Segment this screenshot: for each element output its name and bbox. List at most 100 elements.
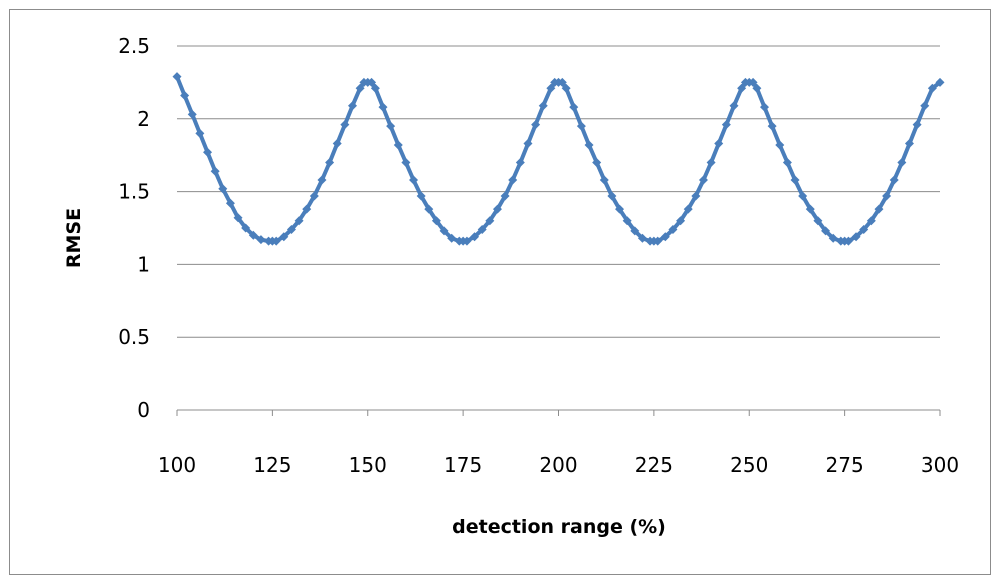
data-point <box>355 83 365 93</box>
data-point <box>859 224 869 234</box>
data-point <box>729 101 739 111</box>
data-point <box>828 233 838 243</box>
data-point <box>492 204 502 214</box>
series-line <box>175 75 942 244</box>
y-tick-label: 2 <box>137 107 150 131</box>
data-point <box>332 139 342 149</box>
x-tick-label: 175 <box>444 453 482 477</box>
data-point <box>409 175 419 185</box>
data-point <box>912 120 922 130</box>
chart-area <box>9 9 991 575</box>
y-tick-label: 1.5 <box>118 180 150 204</box>
data-point <box>294 216 304 226</box>
data-point <box>874 204 884 214</box>
data-point <box>462 236 472 246</box>
data-point <box>248 230 258 240</box>
data-point <box>470 232 480 242</box>
data-point <box>393 140 403 150</box>
data-point <box>920 101 930 111</box>
data-point <box>851 232 861 242</box>
data-point <box>767 121 777 131</box>
data-point <box>309 191 319 201</box>
data-point <box>218 184 228 194</box>
data-point <box>935 77 945 87</box>
data-point <box>424 204 434 214</box>
data-point <box>447 233 457 243</box>
y-tick-label: 2.5 <box>118 34 150 58</box>
data-point <box>889 175 899 185</box>
data-point <box>805 204 815 214</box>
data-point <box>782 157 792 167</box>
data-point <box>286 224 296 234</box>
data-point <box>569 102 579 112</box>
data-point <box>576 121 586 131</box>
x-tick-label: 125 <box>253 453 291 477</box>
data-point <box>477 224 487 234</box>
grid-lines <box>177 45 940 338</box>
data-point <box>195 128 205 138</box>
y-tick-label: 0 <box>137 398 150 422</box>
data-point <box>500 191 510 201</box>
data-point <box>531 120 541 130</box>
data-point <box>515 157 525 167</box>
data-point <box>721 120 731 130</box>
data-point <box>203 147 213 157</box>
data-point <box>401 157 411 167</box>
data-point <box>386 121 396 131</box>
data-point <box>378 102 388 112</box>
data-point <box>798 191 808 201</box>
tick-labels: 0 0.5 1 1.5 2 2.5 100 125 150 175 200 225 250 275 300 <box>118 34 959 477</box>
data-point <box>683 204 693 214</box>
x-tick-label: 275 <box>826 453 864 477</box>
data-point <box>561 83 571 93</box>
axes <box>176 409 941 416</box>
data-point <box>897 157 907 167</box>
data-point <box>813 216 823 226</box>
data-point <box>630 226 640 236</box>
data-point <box>347 101 357 111</box>
data-point <box>279 232 289 242</box>
data-point <box>668 224 678 234</box>
data-point <box>737 83 747 93</box>
data-point <box>439 226 449 236</box>
data-point <box>241 223 251 233</box>
x-axis-title: detection range (%) <box>452 516 666 538</box>
data-point <box>370 83 380 93</box>
data-point <box>538 101 548 111</box>
data-point <box>340 120 350 130</box>
data-point <box>584 140 594 150</box>
data-point <box>760 102 770 112</box>
x-tick-label: 200 <box>539 453 577 477</box>
data-point <box>904 139 914 149</box>
data-point <box>431 216 441 226</box>
data-point <box>592 157 602 167</box>
data-point <box>752 83 762 93</box>
data-point <box>523 139 533 149</box>
data-point <box>843 236 853 246</box>
data-point <box>622 216 632 226</box>
data-point <box>775 140 785 150</box>
data-point <box>225 198 235 208</box>
data-point <box>821 226 831 236</box>
data-point <box>508 175 518 185</box>
data-point <box>180 91 190 101</box>
y-tick-label: 0.5 <box>118 325 150 349</box>
x-tick-label: 100 <box>158 453 196 477</box>
data-point <box>485 216 495 226</box>
data-point <box>927 83 937 93</box>
data-point <box>790 175 800 185</box>
series-rmse <box>172 72 945 246</box>
data-point <box>302 204 312 214</box>
data-point <box>546 83 556 93</box>
data-point <box>271 236 281 246</box>
data-point <box>325 157 335 167</box>
data-point <box>637 233 647 243</box>
data-point <box>210 166 220 176</box>
x-tick-label: 300 <box>921 453 959 477</box>
data-point <box>317 175 327 185</box>
data-point <box>557 77 567 87</box>
data-point <box>660 232 670 242</box>
y-tick-label: 1 <box>137 252 150 276</box>
data-point <box>676 216 686 226</box>
